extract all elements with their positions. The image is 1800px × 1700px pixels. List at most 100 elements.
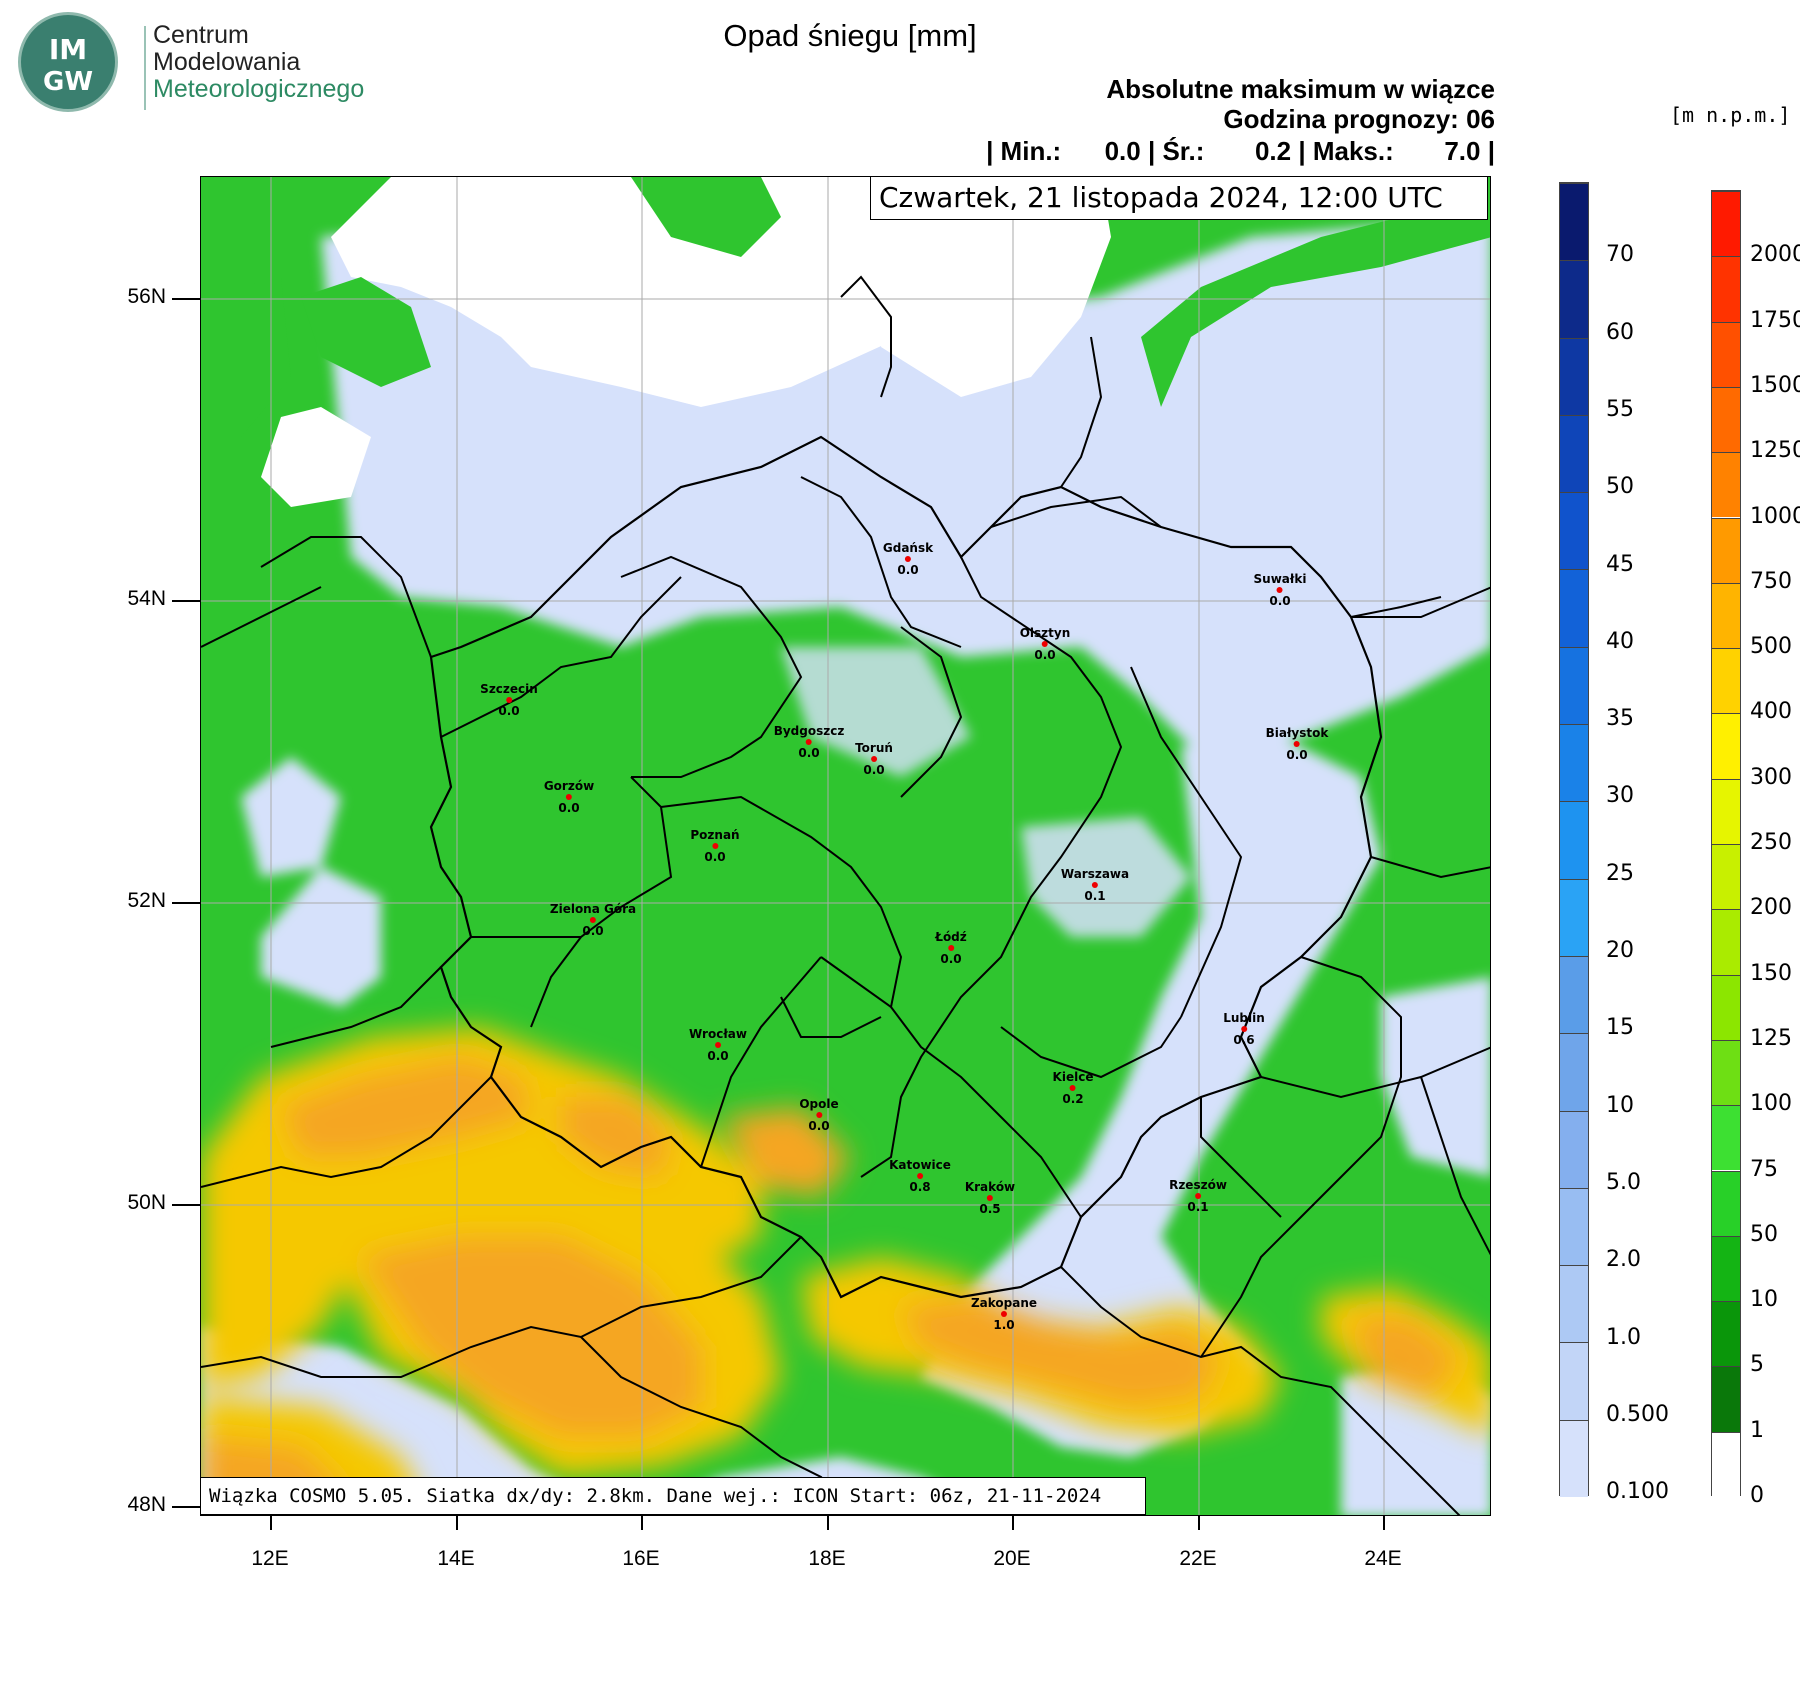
colorbar-segment: [1560, 1187, 1588, 1266]
imgw-logo-mark: IM GW: [18, 12, 118, 112]
stats-min-value: 0.0: [1104, 136, 1141, 166]
colorbar-segment: [1560, 569, 1588, 647]
lat-tick: [172, 298, 200, 300]
city-value: 0.0: [798, 746, 820, 760]
city-name: Toruń: [855, 741, 893, 755]
land-denmark: [201, 277, 291, 437]
city-szczecin: Szczecin 0.0: [480, 682, 538, 718]
city-name: Rzeszów: [1169, 1178, 1227, 1192]
lat-label: 48N: [127, 1493, 166, 1516]
colorbar-label: 1000: [1750, 503, 1800, 529]
colorbar-segment: [1712, 1039, 1740, 1106]
colorbar-label: 750: [1750, 568, 1792, 594]
colorbar-segment: [1712, 1301, 1740, 1367]
city-value: 1.0: [993, 1318, 1015, 1332]
colorbar-label: 150: [1750, 960, 1792, 986]
city-dot: [987, 1195, 993, 1201]
colorbar-segment: [1560, 414, 1588, 493]
city-value: 0.1: [1084, 889, 1106, 903]
colorbar-label: 30: [1606, 783, 1634, 809]
graticule: [201, 177, 1490, 1515]
land-sweden: [631, 177, 781, 257]
colorbar-segment: [1560, 878, 1588, 956]
colorbar-label: 1.0: [1606, 1324, 1641, 1350]
city-dot: [1241, 1026, 1247, 1032]
lon-tick: [1198, 1516, 1200, 1530]
colorbar-segment: [1712, 1170, 1740, 1236]
lon-label: 22E: [1179, 1547, 1217, 1570]
colorbar-label: 60: [1606, 319, 1634, 345]
colorbar-segment: [1560, 1342, 1588, 1420]
colorbar-label: 25: [1606, 860, 1634, 886]
colorbar-label: 55: [1606, 397, 1634, 423]
city-dot: [904, 556, 911, 562]
city-krakow: Kraków 0.5: [965, 1180, 1015, 1216]
lat-label: 56N: [127, 285, 166, 308]
city-dot: [815, 1112, 822, 1118]
lon-tick: [827, 1516, 829, 1530]
lon-tick: [641, 1516, 643, 1530]
colorbar-segment: [1560, 1265, 1588, 1343]
colorbar-segment: [1712, 1105, 1740, 1171]
city-bialystok: Białystok 0.0: [1266, 726, 1329, 762]
city-name: Gorzów: [543, 779, 595, 793]
colorbar-segment: [1712, 974, 1740, 1040]
lon-tick: [1012, 1516, 1014, 1530]
colorbar-segment: [1560, 801, 1588, 879]
city-dot: [565, 794, 572, 800]
city-name: Poznań: [690, 828, 740, 842]
terrain-colorbar: [1711, 190, 1741, 1497]
city-dot: [505, 697, 512, 703]
city-opole: Opole 0.0: [799, 1097, 838, 1133]
lon-tick: [270, 1516, 272, 1530]
city-name: Łódź: [935, 930, 967, 944]
city-dot: [1276, 587, 1283, 593]
city-name: Kielce: [1052, 1070, 1094, 1084]
city-lublin: Lublin 0.6: [1223, 1011, 1265, 1047]
lat-label: 50N: [127, 1191, 166, 1214]
colorbar-label: 50: [1606, 474, 1634, 500]
city-value: 0.0: [1269, 594, 1291, 608]
snow-colorbar: [1559, 182, 1589, 1497]
lat-tick: [172, 902, 200, 904]
colorbar-label: 400: [1750, 699, 1792, 725]
city-dot: [806, 739, 812, 745]
lon-label: 16E: [622, 1547, 660, 1570]
stats-max-label: | Maks.:: [1298, 136, 1394, 166]
colorbar-segment: [1560, 1110, 1588, 1188]
colorbar-label: 10: [1606, 1092, 1634, 1118]
city-gorzow: Gorzów 0.0: [544, 779, 594, 815]
city-dot: [1194, 1193, 1201, 1199]
stats-min-label: | Min.:: [986, 136, 1062, 166]
colorbar-label: 70: [1606, 242, 1634, 268]
sea-sound: [521, 177, 671, 267]
colorbar-segment: [1712, 256, 1740, 322]
model-info-footer: Wiązka COSMO 5.05. Siatka dx/dy: 2.8km. …: [200, 1477, 1146, 1515]
lon-label: 20E: [993, 1547, 1031, 1570]
colorbar-segment: [1560, 1419, 1588, 1497]
city-bydgoszcz: Bydgoszcz 0.0: [774, 724, 845, 760]
colorbar-label: 1: [1750, 1417, 1764, 1443]
stats-end: |: [1487, 136, 1495, 166]
city-name: Gdańsk: [882, 541, 934, 555]
colorbar-label: 20: [1606, 938, 1634, 964]
colorbar-label: 40: [1606, 628, 1634, 654]
colorbar-label: 0: [1750, 1483, 1764, 1508]
colorbar-segment: [1712, 321, 1740, 387]
city-gdansk: Gdańsk 0.0: [883, 541, 933, 577]
city-dot: [590, 917, 596, 923]
city-name: Katowice: [889, 1158, 951, 1172]
city-dot: [871, 756, 877, 762]
city-value: 0.0: [704, 850, 726, 864]
city-wroclaw: Wrocław 0.0: [689, 1027, 747, 1063]
logo-line-3: Meteorologicznego: [153, 75, 365, 103]
city-dot: [715, 1042, 721, 1048]
stats-max-value: 7.0: [1444, 136, 1481, 166]
city-lodz: Łódź 0.0: [935, 930, 967, 966]
colorbar-segment: [1712, 778, 1740, 844]
city-value: 0.0: [707, 1049, 729, 1063]
sea-baltic-open: [331, 177, 981, 407]
colorbar-label: 45: [1606, 551, 1634, 577]
city-name: Kraków: [964, 1180, 1016, 1194]
city-zielona-gora: Zielona Góra 0.0: [550, 902, 636, 938]
